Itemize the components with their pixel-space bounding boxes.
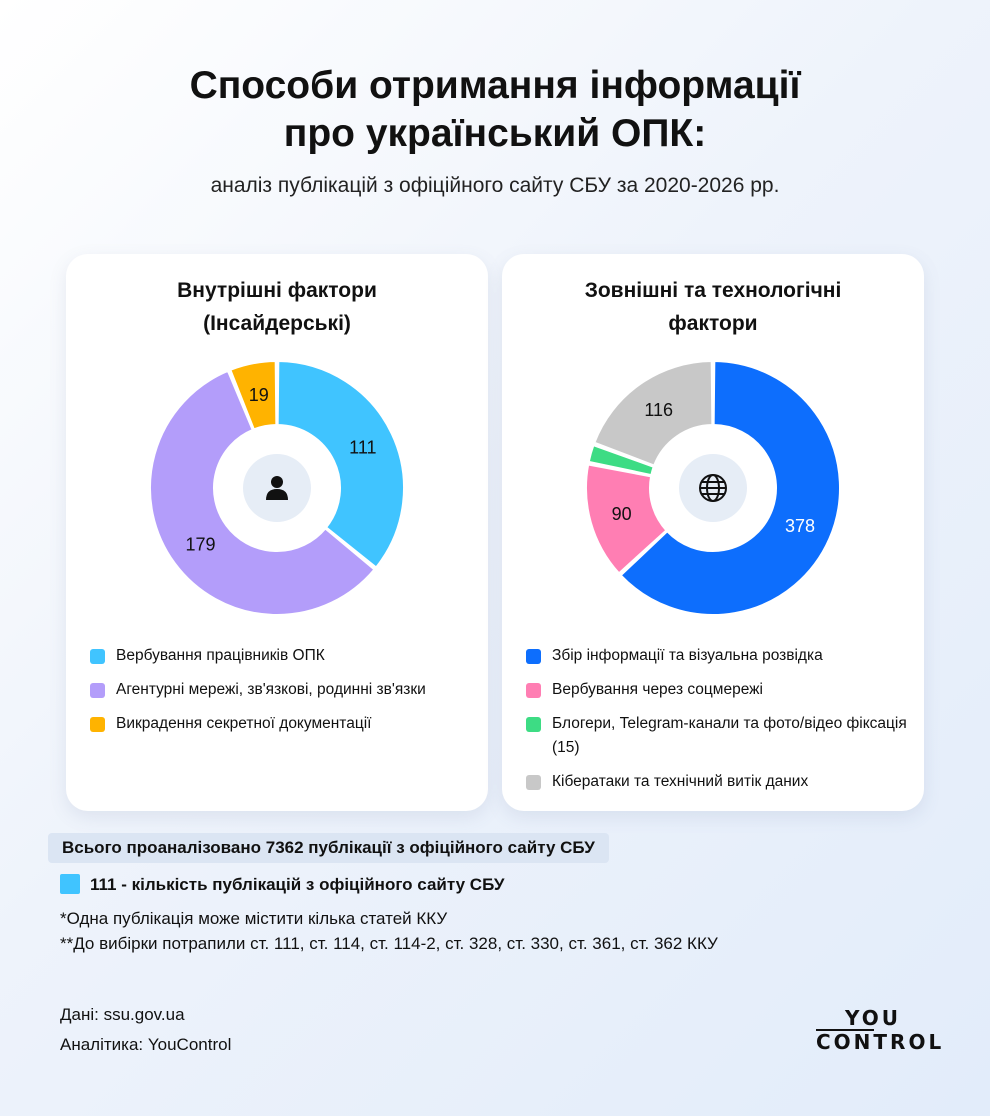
logo-you: YOU [844,1006,901,1030]
internal-card-title-line-2: (Інсайдерські) [203,312,351,335]
legend-item-social-media-recruiting: Вербування через соцмережі [526,678,908,702]
legend-label: Збір інформації та візуальна розвідка [552,647,823,664]
external-factors-card: Зовнішні та технологічні фактори 378 90 11… [502,254,924,811]
legend-swatch [90,717,105,732]
legend-item-document-theft: Викрадення секретної документації [90,712,472,736]
legend-label: Вербування працівників ОПК [116,647,325,664]
external-legend: Збір інформації та візуальна розвідка Ве… [526,644,908,804]
external-card-title-line-2: фактори [668,312,758,335]
legend-item-bloggers-telegram: Блогери, Telegram-канали та фото/відео ф… [526,712,908,760]
donut-slice-2 [585,463,668,575]
title-line-2: про український ОПК: [283,112,707,155]
internal-factors-donut-chart: 111 179 19 [149,360,405,616]
donut-data-label: 179 [186,534,216,554]
legend-swatch [90,649,105,664]
legend-swatch [526,683,541,698]
external-card-title: Зовнішні та технологічні фактори [502,274,924,340]
donut-data-label: 111 [349,437,376,457]
legend-item-agent-networks: Агентурні мережі, зв'язкові, родинні зв'… [90,678,472,702]
legend-swatch [90,683,105,698]
globe-icon [699,474,727,502]
analytics-credit: Аналітика: YouControl [60,1035,232,1054]
external-factors-donut-chart: 378 90 116 [585,360,841,616]
key-swatch [60,874,80,894]
donut-data-label: 19 [249,385,269,405]
title-line-1: Способи отримання інформації [189,64,801,107]
donut-data-label: 116 [644,400,673,420]
legend-item-visual-reconnaissance: Збір інформації та візуальна розвідка [526,644,908,668]
logo-control: CONTROL [816,1030,945,1054]
legend-swatch [526,649,541,664]
key-text: 111 - кількість публікацій з офіційного … [90,875,505,894]
donut-data-label: 378 [785,516,815,536]
legend-label: Агентурні мережі, зв'язкові, родинні зв'… [116,681,426,698]
youcontrol-logo: YOU CONTROL [816,1006,945,1056]
donut-data-label: 90 [612,504,632,524]
internal-legend: Вербування працівників ОПК Агентурні мер… [90,644,472,746]
page-subtitle: аналіз публікацій з офіційного сайту СБУ… [210,174,780,197]
legend-swatch [526,775,541,790]
person-icon [266,476,288,500]
legend-label: Викрадення секретної документації [116,715,372,732]
donut-slice-2 [149,369,376,616]
donut-slice-1 [276,360,405,569]
internal-factors-card: Внутрішні фактори (Інсайдерські) 111 179 1… [66,254,488,811]
donut-slice-4 [593,360,714,467]
donut-slice-1 [619,360,841,616]
donut-slice-3 [587,444,655,477]
logo-underline [816,1029,874,1031]
legend-item-recruiting-employees: Вербування працівників ОПК [90,644,472,668]
internal-card-title: Внутрішні фактори (Інсайдерські) [66,274,488,340]
page-title: Способи отримання інформації про українс… [0,62,990,158]
legend-label: Кібератаки та технічний витік даних [552,773,809,790]
legend-swatch [526,717,541,732]
data-source: Дані: ssu.gov.ua [60,1005,185,1024]
external-card-title-line-1: Зовнішні та технологічні [584,279,842,302]
legend-label: Вербування через соцмережі [552,681,763,698]
footnote-1: *Одна публікація може містити кілька ста… [60,909,448,928]
footnote-2: **До вибірки потрапили ст. 111, ст. 114,… [60,934,718,953]
donut-slice-3 [229,360,278,431]
legend-item-cyberattacks: Кібератаки та технічний витік даних [526,770,908,794]
total-publications-badge: Всього проаналізовано 7362 публікації з … [48,833,609,863]
internal-card-title-line-1: Внутрішні фактори [177,279,377,302]
legend-label: Блогери, Telegram-канали та фото/відео ф… [552,715,907,756]
